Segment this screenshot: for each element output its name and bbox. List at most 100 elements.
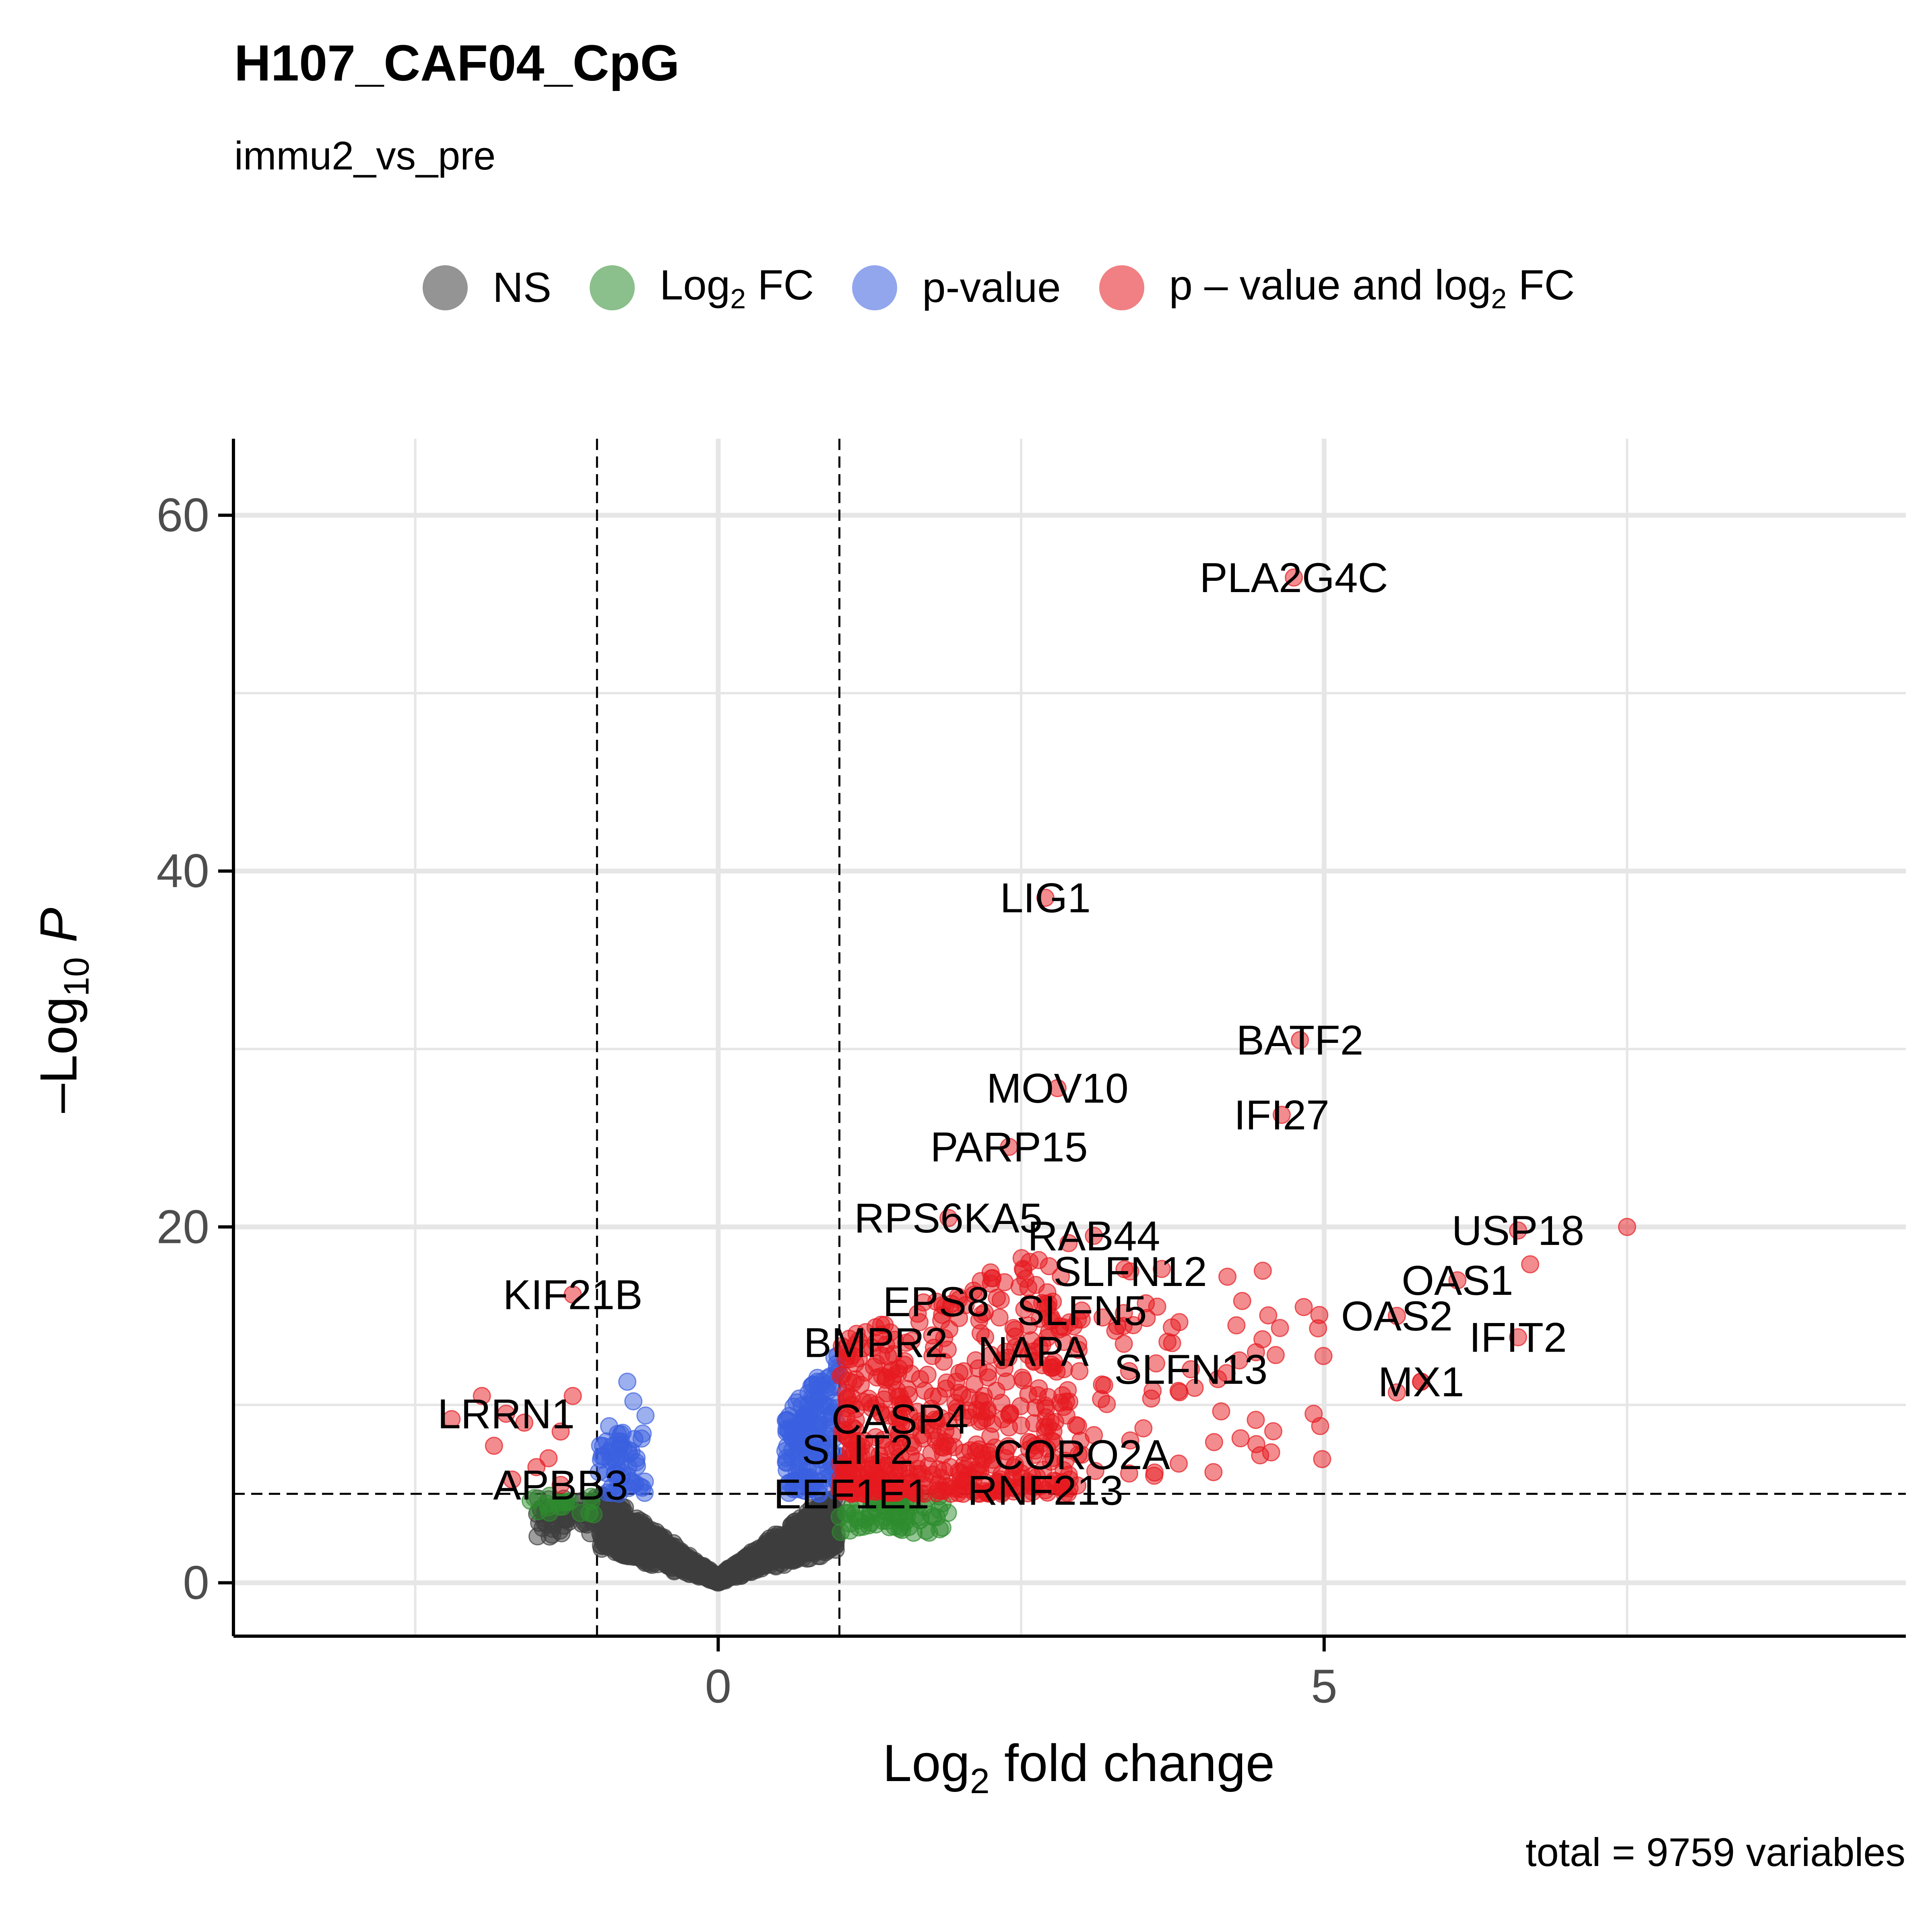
significant-point bbox=[1205, 1433, 1223, 1451]
significant-point bbox=[936, 1422, 955, 1441]
significant-point bbox=[836, 1383, 855, 1402]
legend-item: Log2 FC bbox=[589, 261, 814, 315]
significant-point bbox=[1134, 1419, 1153, 1438]
gene-label: PARP15 bbox=[930, 1124, 1088, 1170]
significant-point bbox=[1230, 1351, 1249, 1370]
significant-point bbox=[1000, 1418, 1018, 1437]
fc-point bbox=[540, 1486, 559, 1505]
labeled-gene-point bbox=[1073, 1445, 1091, 1464]
significant-point bbox=[515, 1414, 534, 1432]
significant-point bbox=[1152, 1260, 1171, 1278]
significant-point bbox=[978, 1483, 996, 1502]
labeled-gene-point bbox=[1412, 1373, 1430, 1391]
significant-point bbox=[999, 1348, 1018, 1367]
pvalue-point bbox=[776, 1442, 795, 1460]
gene-label: SLFN5 bbox=[1017, 1288, 1147, 1334]
significant-point bbox=[972, 1305, 991, 1324]
ns-point bbox=[651, 1542, 670, 1560]
significant-point bbox=[836, 1426, 854, 1444]
ns-point bbox=[788, 1542, 806, 1560]
legend-label: Log2 FC bbox=[659, 261, 814, 314]
labeled-gene-point bbox=[927, 1292, 945, 1311]
significant-point bbox=[834, 1365, 852, 1384]
labeled-gene-point bbox=[1085, 1226, 1103, 1245]
significant-point bbox=[934, 1445, 952, 1464]
significant-point bbox=[485, 1437, 503, 1455]
gene-label: MX1 bbox=[1378, 1359, 1464, 1406]
significant-point bbox=[1311, 1417, 1329, 1435]
significant-point bbox=[1294, 1298, 1313, 1316]
pvalue-point bbox=[794, 1481, 813, 1500]
x-axis-title: Log2 fold change bbox=[883, 1734, 1275, 1801]
significant-point bbox=[1012, 1478, 1030, 1496]
ns-point bbox=[629, 1513, 647, 1531]
significant-point bbox=[564, 1387, 582, 1405]
ns-point bbox=[644, 1525, 663, 1544]
significant-point bbox=[867, 1428, 885, 1447]
significant-point bbox=[539, 1449, 558, 1468]
labeled-gene-point bbox=[1285, 568, 1303, 587]
significant-point bbox=[935, 1352, 953, 1371]
ns-point bbox=[711, 1569, 729, 1587]
significant-point bbox=[875, 1390, 893, 1409]
data-points bbox=[442, 568, 1636, 1592]
significant-point bbox=[1059, 1234, 1078, 1252]
fc-point bbox=[580, 1504, 599, 1522]
gene-label: LRRN1 bbox=[438, 1391, 575, 1437]
gene-label: BMPR2 bbox=[804, 1320, 948, 1366]
significant-point bbox=[897, 1333, 915, 1352]
pvalue-point bbox=[627, 1449, 646, 1468]
labeled-gene-point bbox=[1036, 1481, 1055, 1500]
significant-point bbox=[978, 1363, 997, 1382]
labeled-gene-point bbox=[1291, 1031, 1309, 1049]
y-tick-label: 60 bbox=[157, 489, 209, 542]
ns-point bbox=[674, 1547, 693, 1566]
significant-point bbox=[1057, 1392, 1075, 1411]
labeled-gene-point bbox=[848, 1440, 867, 1459]
significant-point bbox=[953, 1385, 971, 1404]
pvalue-point bbox=[618, 1373, 637, 1391]
significant-point bbox=[910, 1313, 929, 1331]
significant-point bbox=[935, 1329, 954, 1347]
labeled-gene-point bbox=[1048, 1079, 1067, 1097]
fc-point bbox=[832, 1523, 850, 1541]
labeled-gene-point bbox=[564, 1285, 582, 1304]
gene-label: CORO2A bbox=[993, 1432, 1170, 1478]
chart-title: H107_CAF04_CpG bbox=[234, 35, 680, 91]
significant-point bbox=[1218, 1267, 1237, 1286]
gene-label: CASP4 bbox=[831, 1396, 968, 1443]
significant-point bbox=[1044, 1292, 1062, 1311]
significant-point bbox=[973, 1411, 991, 1430]
fc-point bbox=[930, 1501, 949, 1519]
significant-point bbox=[1137, 1294, 1155, 1313]
caption: total = 9759 variables bbox=[1525, 1830, 1905, 1874]
legend-swatch bbox=[852, 265, 898, 310]
significant-point bbox=[997, 1372, 1016, 1391]
significant-point bbox=[1212, 1402, 1230, 1421]
fc-point bbox=[933, 1518, 952, 1537]
significant-point bbox=[1052, 1267, 1070, 1286]
pvalue-point bbox=[806, 1394, 825, 1412]
labeled-gene-point bbox=[1073, 1301, 1091, 1320]
significant-point bbox=[1020, 1316, 1038, 1335]
gene-label: MOV10 bbox=[987, 1065, 1129, 1112]
gene-label: IFI27 bbox=[1234, 1092, 1329, 1139]
significant-point bbox=[1115, 1335, 1133, 1353]
significant-point bbox=[1086, 1462, 1104, 1480]
pvalue-point bbox=[636, 1406, 655, 1425]
significant-point bbox=[856, 1363, 874, 1382]
significant-point bbox=[1067, 1416, 1086, 1435]
significant-point bbox=[960, 1453, 979, 1471]
legend-label: NS bbox=[493, 264, 551, 311]
significant-point bbox=[1314, 1347, 1333, 1365]
significant-point bbox=[898, 1380, 916, 1398]
significant-point bbox=[983, 1455, 1002, 1474]
significant-point bbox=[1115, 1304, 1133, 1322]
significant-point bbox=[1146, 1463, 1164, 1482]
significant-point bbox=[902, 1473, 920, 1491]
significant-point bbox=[1120, 1464, 1138, 1483]
significant-point bbox=[1309, 1319, 1327, 1338]
pvalue-point bbox=[782, 1418, 801, 1437]
significant-point bbox=[1271, 1319, 1289, 1337]
significant-point bbox=[922, 1399, 941, 1418]
